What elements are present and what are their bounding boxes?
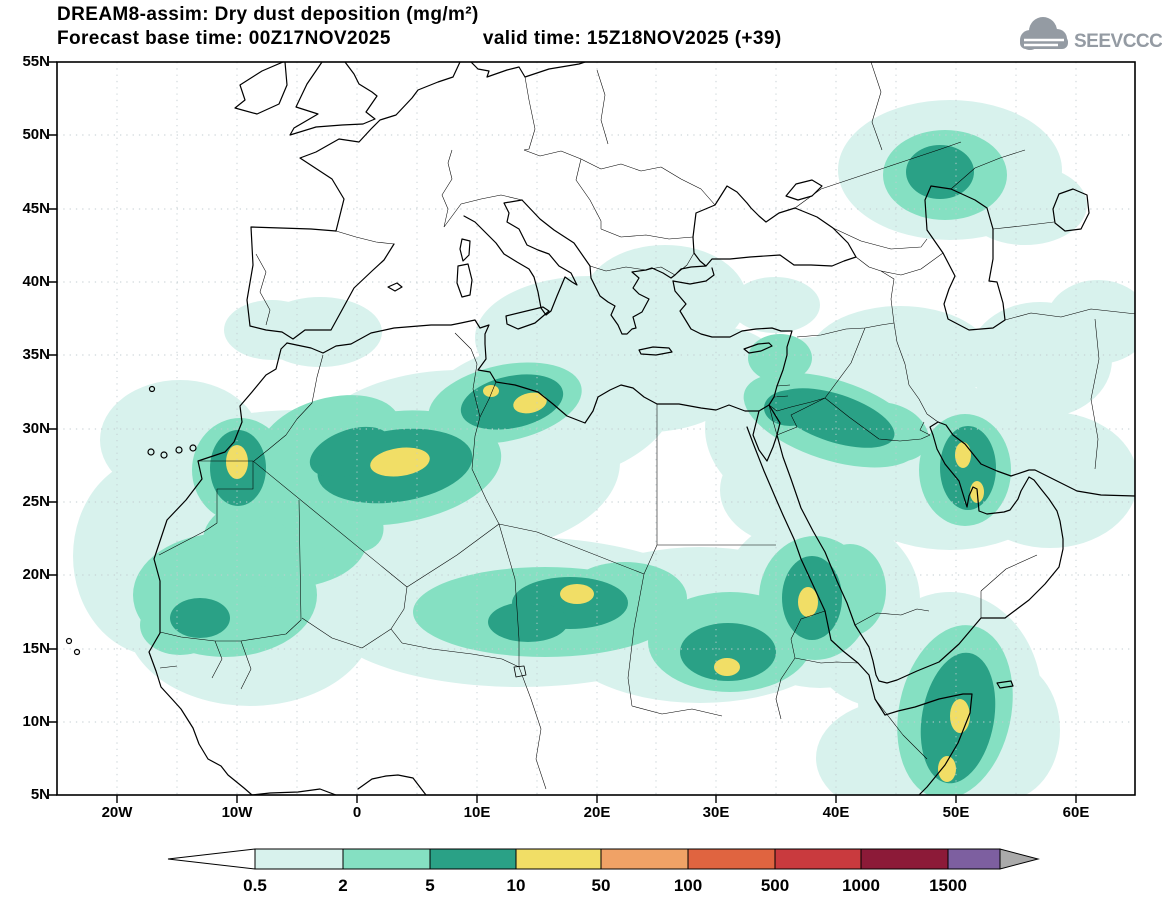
- colorbar-label: 100: [674, 876, 702, 895]
- valid-time: valid time: 15Z18NOV2025 (+39): [482, 28, 782, 49]
- colorbar-arrow-left: [167, 848, 256, 870]
- colorbar-segment: [947, 848, 1001, 870]
- lat-axis-label: 45N: [22, 200, 50, 217]
- lat-axis-label: 35N: [22, 346, 50, 363]
- seevccc-logo: SEEVCCC: [1012, 14, 1164, 58]
- forecast-time-line: Forecast base time: 00Z17NOV2025 valid t…: [57, 28, 782, 50]
- colorbar-label: 10: [507, 876, 526, 895]
- colorbar-segment: [860, 848, 949, 870]
- axis-ticks: [49, 61, 1077, 803]
- lon-axis-label: 30E: [702, 804, 730, 821]
- lat-axis-label: 30N: [22, 420, 50, 437]
- lon-axis-label: 10E: [463, 804, 491, 821]
- colorbar-label: 500: [761, 876, 789, 895]
- lat-axis-label: 15N: [22, 640, 50, 657]
- lon-axis-label: 60E: [1062, 804, 1090, 821]
- lon-axis-label: 20E: [583, 804, 611, 821]
- logo-text: SEEVCCC: [1074, 31, 1162, 52]
- cloud-icon: [1020, 17, 1068, 50]
- colorbar-arrow-right: [999, 848, 1040, 870]
- lon-axis-label: 10W: [221, 804, 253, 821]
- lat-axis-label: 50N: [22, 126, 50, 143]
- lat-axis-label: 10N: [22, 713, 50, 730]
- dust-level-10-50: [226, 385, 984, 782]
- dust-level-5-10: [170, 145, 996, 784]
- lat-axis-label: 25N: [22, 493, 50, 510]
- colorbar: [167, 848, 1040, 870]
- lat-axis-label: 20N: [22, 566, 50, 583]
- colorbar-segment: [429, 848, 517, 870]
- lat-axis-label: 40N: [22, 273, 50, 290]
- colorbar-segment: [774, 848, 862, 870]
- colorbar-segment: [254, 848, 344, 870]
- lon-axis-label: 50E: [942, 804, 970, 821]
- colorbar-segment: [687, 848, 776, 870]
- colorbar-segment: [515, 848, 602, 870]
- colorbar-label: 5: [425, 876, 434, 895]
- colorbar-label: 1000: [842, 876, 880, 895]
- colorbar-labels: 0.5 2 5 10 50 100 500 1000 1500: [243, 876, 967, 895]
- colorbar-label: 0.5: [243, 876, 267, 895]
- colorbar-segment: [342, 848, 431, 870]
- coastlines: [65, 62, 1135, 795]
- lon-axis-label: 40E: [822, 804, 850, 821]
- colorbar-segment: [600, 848, 689, 870]
- colorbar-label: 50: [592, 876, 611, 895]
- colorbar-label: 1500: [929, 876, 967, 895]
- graticule: [57, 62, 1135, 795]
- lat-axis-label: 55N: [22, 53, 50, 70]
- lon-axis-label: 0: [352, 804, 362, 821]
- dust-layers: [73, 100, 1135, 795]
- forecast-base-time: Forecast base time: 00Z17NOV2025: [57, 28, 391, 49]
- country-borders: [158, 62, 1135, 790]
- lat-axis-label: 5N: [30, 786, 50, 803]
- lon-axis-label: 20W: [101, 804, 133, 821]
- page-title: DREAM8-assim: Dry dust deposition (mg/m²…: [57, 4, 479, 25]
- colorbar-label: 2: [338, 876, 347, 895]
